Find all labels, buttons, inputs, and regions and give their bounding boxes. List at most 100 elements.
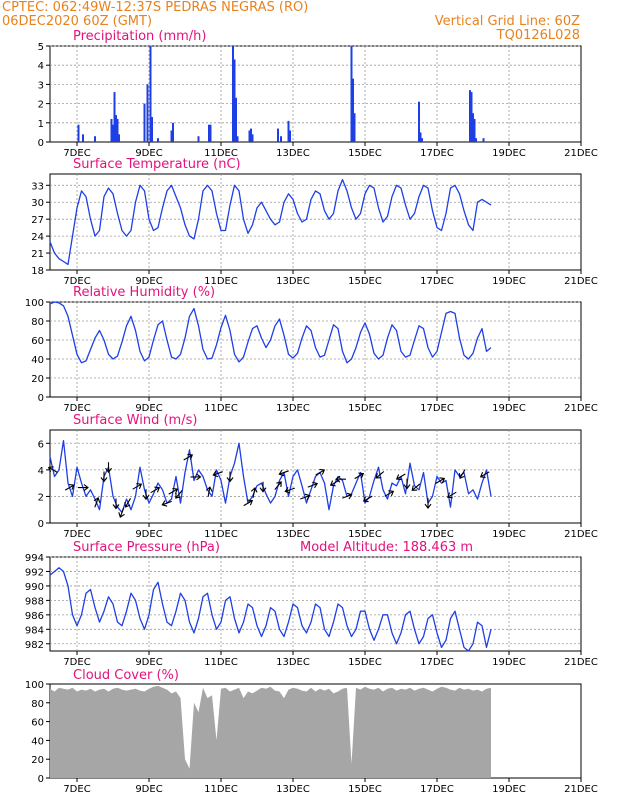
precip-bar-34	[419, 132, 422, 142]
wind-arrow-22	[259, 481, 267, 493]
rh-xtick-label-0: 7DEC	[63, 403, 90, 414]
rh-ytick-label-2: 40	[31, 355, 44, 366]
temp-xtick-label-1: 9DEC	[135, 276, 162, 287]
cloud-xtick-label-2: 11DEC	[204, 784, 238, 795]
precip-xtick-label-0: 7DEC	[63, 148, 90, 159]
precipitation-title: Precipitation (mm/h)	[73, 29, 206, 44]
precip-ytick-label-1: 1	[38, 119, 44, 130]
precip-bar-32	[353, 113, 356, 142]
temp-ytick-label-3: 27	[31, 215, 44, 226]
precip-xtick-label-4: 15DEC	[348, 148, 382, 159]
pressure-ytick-label-0: 982	[25, 640, 44, 651]
wind-xtick-label-3: 13DEC	[276, 529, 310, 540]
precip-bar-7	[116, 118, 119, 142]
cloud-ytick-label-0: 0	[38, 774, 44, 785]
precip-bar-26	[277, 128, 279, 142]
precip-bar-18	[209, 124, 212, 142]
precip-ytick-label-5: 5	[38, 42, 44, 53]
wind-arrow-4	[100, 471, 108, 483]
pressure-line	[49, 567, 492, 652]
cloud-xtick-label-7: 21DEC	[564, 784, 598, 795]
pressure-ytick-label-6: 994	[25, 553, 44, 564]
precip-bar-14	[170, 130, 173, 142]
precip-bar-25	[251, 134, 254, 142]
precip-bar-17	[208, 124, 210, 142]
precip-bar-13	[157, 138, 159, 142]
precip-xtick-label-1: 9DEC	[135, 148, 162, 159]
rh-ytick-label-0: 0	[38, 393, 44, 404]
precip-ytick-label-3: 3	[38, 80, 44, 91]
rh-xtick-label-3: 13DEC	[276, 403, 310, 414]
rh-ytick-label-3: 60	[31, 336, 44, 347]
rh-ytick-label-1: 20	[31, 374, 44, 385]
precip-bar-4	[112, 124, 114, 142]
header-vertical-grid-note: Vertical Grid Line: 60Z	[435, 14, 580, 29]
precip-bar-37	[470, 92, 473, 142]
wind-frame	[49, 429, 582, 524]
wind-arrow-21	[250, 487, 258, 498]
precip-bar-30	[350, 46, 353, 142]
precip-bar-23	[248, 130, 251, 142]
wind-arrow-40	[435, 477, 446, 484]
wind-ytick-label-2: 4	[38, 466, 44, 477]
wind-arrow-31	[342, 492, 353, 500]
precip-bar-1	[82, 134, 84, 142]
header-station: CPTEC: 062:49W-12:37S PEDRAS NEGRAS (RO)	[2, 0, 308, 15]
precip-xtick-label-2: 11DEC	[204, 148, 238, 159]
cloud-ytick-label-2: 40	[31, 736, 44, 747]
precip-bar-15	[172, 122, 174, 142]
cloud-xtick-label-3: 13DEC	[276, 784, 310, 795]
pressure-ytick-label-5: 992	[25, 567, 44, 578]
precip-bar-8	[118, 134, 120, 142]
temp-ytick-label-5: 33	[31, 181, 44, 192]
wind-arrow-13	[168, 487, 179, 495]
wind-xtick-label-7: 21DEC	[564, 529, 598, 540]
wind-arrow-18	[212, 470, 223, 478]
wind-arrow-20	[243, 499, 254, 507]
wind-arrow-28	[315, 468, 326, 476]
precip-bar-38	[472, 113, 474, 142]
pressure-title: Surface Pressure (hPa)	[73, 540, 220, 555]
wind-arrow-36	[395, 473, 406, 481]
wind-arrow-24	[278, 469, 289, 477]
precip-xtick-label-5: 17DEC	[420, 148, 454, 159]
cloud-xtick-label-0: 7DEC	[63, 784, 90, 795]
precip-bar-33	[418, 101, 420, 142]
rh-xtick-label-4: 15DEC	[348, 403, 382, 414]
cloud-ytick-label-3: 60	[31, 718, 44, 729]
wind-ytick-label-3: 6	[38, 439, 44, 450]
cloud-ytick-label-4: 80	[31, 699, 44, 710]
pressure-xtick-label-3: 13DEC	[276, 657, 310, 668]
temp-ytick-label-4: 30	[31, 198, 44, 209]
wind-arrow-14	[175, 490, 183, 499]
rh-xtick-label-2: 11DEC	[204, 403, 238, 414]
wind-arrow-38	[411, 483, 421, 491]
wind-arrow-23	[274, 481, 282, 490]
wind-arrow-1	[64, 483, 75, 491]
precip-bar-29	[289, 130, 291, 142]
pressure-xtick-label-5: 17DEC	[420, 657, 454, 668]
wind-arrow-17	[205, 486, 213, 497]
cloud-xtick-label-1: 9DEC	[135, 784, 162, 795]
pressure-ytick-label-1: 984	[25, 625, 44, 636]
rh-xtick-label-7: 21DEC	[564, 403, 598, 414]
precip-xtick-label-6: 19DEC	[492, 148, 526, 159]
wind-xtick-label-6: 19DEC	[492, 529, 526, 540]
pressure-xtick-label-4: 15DEC	[348, 657, 382, 668]
wind-arrow-9	[132, 483, 143, 490]
pressure-ytick-label-4: 990	[25, 582, 44, 593]
temp-xtick-label-2: 11DEC	[204, 276, 238, 287]
wind-arrow-30	[335, 475, 346, 483]
wind-arrow-37	[403, 478, 411, 490]
precip-bar-39	[473, 118, 476, 142]
temp-line	[49, 178, 492, 266]
precip-bar-36	[469, 90, 471, 142]
pressure-ytick-label-2: 986	[25, 611, 44, 622]
wind-arrow-3	[93, 497, 101, 508]
precip-bar-2	[94, 136, 96, 142]
wind-arrow-43	[479, 471, 490, 478]
rh-line	[49, 301, 492, 364]
wind-arrow-10	[142, 489, 150, 501]
precip-xtick-label-7: 21DEC	[564, 148, 598, 159]
